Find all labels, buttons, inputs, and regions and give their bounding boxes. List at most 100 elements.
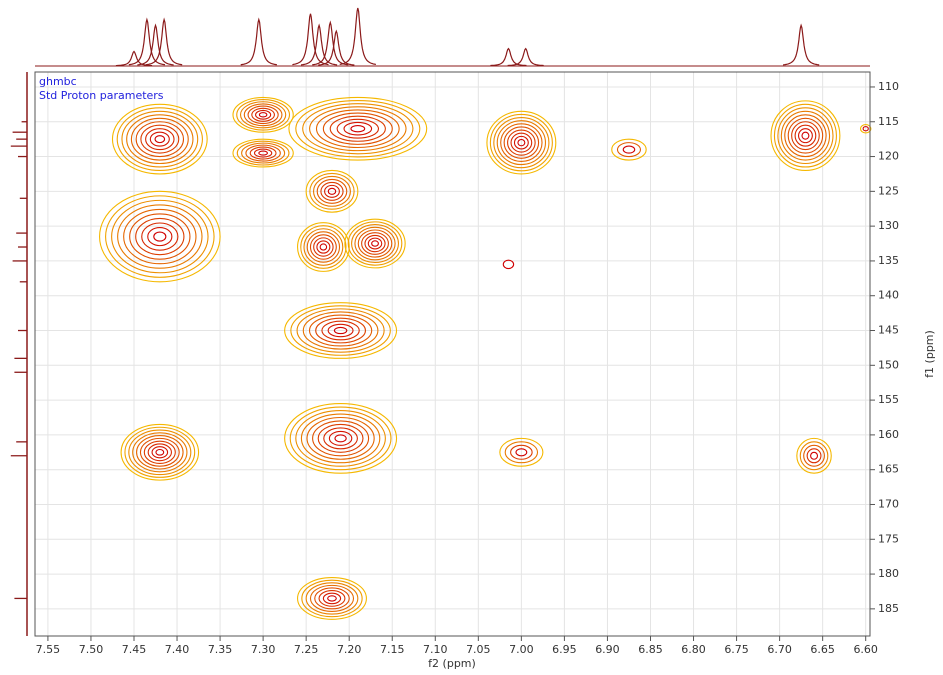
contour-ring: [243, 103, 283, 127]
contours: [99, 96, 872, 620]
contour-ring: [289, 406, 392, 471]
contour-ring: [284, 403, 398, 474]
x-tick-label: 7.30: [251, 643, 276, 656]
x-tick-label: 7.20: [337, 643, 362, 656]
contour-ring: [333, 326, 348, 335]
contour-ring: [317, 423, 364, 453]
contour-ring: [129, 213, 191, 260]
contour-ring: [799, 441, 829, 471]
contour-ring: [315, 317, 367, 344]
projection-peak: [783, 23, 820, 66]
contour-ring: [126, 114, 194, 165]
x-tick-label: 6.75: [724, 643, 749, 656]
y-tick-label: 165: [878, 463, 899, 476]
contour-ring: [364, 234, 386, 253]
y-tick-label: 175: [878, 532, 899, 545]
contour-ring: [806, 448, 822, 464]
chart-title: ghmbc: [39, 75, 77, 88]
contour-ring: [130, 117, 189, 161]
contour-ring: [249, 146, 277, 160]
contour-ring: [253, 148, 273, 158]
contour-ring: [312, 420, 370, 457]
contour-ring: [611, 138, 647, 161]
y-tick-label: 150: [878, 358, 899, 371]
projection-peak: [240, 17, 277, 66]
contour-ring: [327, 595, 337, 602]
projection-peak: [115, 50, 153, 67]
contour-ring: [135, 217, 185, 256]
contour-ring: [121, 110, 199, 168]
x-tick-label: 6.60: [853, 643, 878, 656]
y-tick-label: 160: [878, 428, 899, 441]
contour-ring: [504, 441, 539, 464]
contour-ring: [120, 423, 200, 481]
contour-ring: [151, 446, 169, 459]
contour-ring: [132, 432, 188, 473]
contour-ring: [314, 587, 350, 610]
contour-ring: [803, 444, 825, 467]
contour-ring: [810, 451, 819, 460]
contour-ring: [515, 448, 528, 457]
contour-ring: [239, 101, 287, 129]
contour-ring: [784, 114, 827, 158]
contour-ring: [136, 435, 184, 470]
contour-ring: [232, 96, 294, 133]
contour-ring: [316, 240, 331, 254]
contour-ring: [309, 106, 407, 152]
contour-ring: [143, 440, 176, 464]
contour-ring: [336, 118, 380, 139]
contour-ring: [503, 126, 540, 159]
contour-ring: [306, 416, 375, 460]
contour-ring: [245, 144, 281, 162]
projection-peak: [128, 17, 166, 66]
projection-peak: [507, 47, 544, 67]
contour-ring: [517, 138, 526, 147]
contour-ring: [300, 413, 381, 464]
contour-ring: [155, 448, 165, 456]
contour-ring: [232, 138, 294, 168]
contour-ring: [288, 96, 428, 161]
contour-ring: [622, 145, 636, 154]
contour-ring: [324, 184, 340, 198]
projection-peak: [300, 23, 338, 66]
contour-ring: [302, 311, 379, 350]
contour-ring: [301, 579, 363, 618]
contour-ring: [320, 181, 344, 201]
contour-ring: [297, 222, 350, 272]
contour-ring: [510, 444, 533, 460]
contour-ring: [316, 178, 348, 204]
contour-ring: [124, 426, 196, 478]
contour-ring: [361, 232, 389, 255]
contour-ring: [116, 107, 203, 172]
contour-ring: [258, 112, 268, 118]
contour-ring: [247, 105, 279, 125]
x-tick-label: 6.90: [595, 643, 620, 656]
contour-ring: [334, 434, 347, 443]
x-tick-label: 7.00: [509, 643, 534, 656]
contour-ring: [502, 259, 515, 270]
y-tick-label: 155: [878, 393, 899, 406]
contour-ring: [111, 199, 209, 274]
projection-peak: [292, 13, 329, 66]
x-tick-label: 6.85: [638, 643, 663, 656]
x-tick-label: 7.40: [165, 643, 190, 656]
y-tick-label: 135: [878, 254, 899, 267]
y-tick-label: 130: [878, 219, 899, 232]
contour-ring: [327, 323, 354, 338]
y-tick-label: 115: [878, 115, 899, 128]
contour-ring: [147, 443, 172, 462]
contour-ring: [303, 228, 344, 266]
contour-ring: [322, 112, 393, 145]
contour-ring: [859, 123, 872, 134]
contour-ring: [329, 115, 386, 142]
contour-ring: [496, 120, 547, 166]
x-tick-label: 6.80: [681, 643, 706, 656]
contour-ring: [149, 131, 170, 147]
x-axis-label: f2 (ppm): [428, 657, 476, 670]
contour-ring: [255, 109, 272, 120]
contour-ring: [313, 237, 334, 257]
contour-ring: [794, 124, 817, 147]
x-tick-label: 7.25: [294, 643, 319, 656]
projection-peak: [490, 47, 527, 67]
contour-ring: [117, 204, 203, 269]
